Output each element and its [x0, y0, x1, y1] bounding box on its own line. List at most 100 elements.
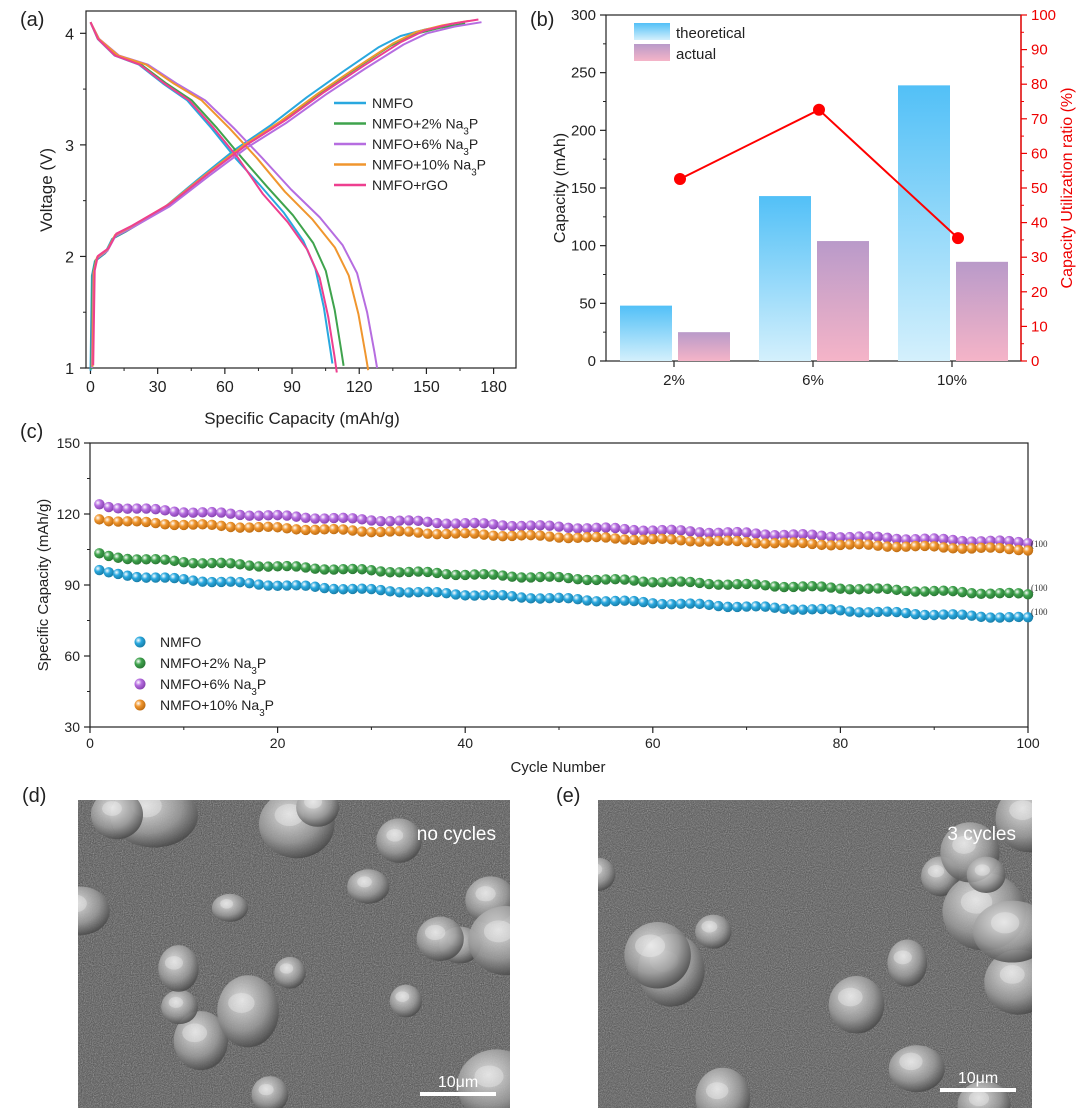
b-y2-tick-label: 40 [1031, 215, 1048, 232]
c-point-Na6 [347, 513, 358, 524]
c-point-Na10 [309, 524, 321, 536]
panel-b-label: (b) [530, 9, 554, 31]
c-end-label: (100 [1031, 539, 1048, 549]
c-point-NMFO [732, 601, 743, 613]
sem-particle-highlight [952, 836, 976, 854]
sem-particle-highlight [220, 898, 234, 909]
c-point-NMFO [807, 604, 818, 615]
sem-particle [158, 945, 199, 992]
c-point-Na6 [366, 515, 377, 526]
legend-label-theoretical: theoretical [676, 25, 745, 42]
c-point-NMFO [225, 576, 236, 587]
c-point-Na6 [872, 531, 884, 543]
c-point-Na6 [103, 501, 114, 513]
panel-a-x-label: Specific Capacity (mAh/g) [204, 409, 400, 428]
c-point-Na2 [225, 558, 236, 569]
c-point-NMFO [403, 587, 415, 598]
a-x-tick-label: 150 [413, 379, 440, 396]
c-point-NMFO [985, 612, 996, 623]
c-point-NMFO [422, 586, 433, 598]
c-point-Na2 [94, 548, 105, 559]
sem-particle-highlight [78, 894, 87, 913]
c-point-Na2 [835, 583, 846, 594]
c-point-NMFO [94, 564, 105, 576]
c-point-Na2 [450, 569, 462, 581]
c-point-Na2 [187, 557, 199, 569]
c-point-NMFO [647, 598, 658, 609]
c-x-tick-label: 80 [833, 735, 849, 751]
c-point-NMFO [159, 572, 171, 583]
sem-particle-highlight [634, 934, 666, 958]
c-point-Na2 [1004, 587, 1015, 599]
c-point-Na10 [281, 523, 293, 534]
c-y-tick-label: 120 [57, 506, 81, 522]
b-bar-theoretical [759, 196, 811, 361]
c-point-Na2 [206, 557, 218, 569]
c-point-Na2 [141, 554, 152, 565]
sem-particle-highlight [1009, 800, 1032, 821]
c-point-Na6 [619, 523, 630, 535]
a-y-tick-label: 1 [65, 361, 74, 378]
c-point-Na2 [778, 581, 790, 593]
c-point-Na6 [253, 510, 265, 521]
c-point-Na6 [272, 509, 283, 521]
c-point-NMFO [619, 595, 630, 606]
c-point-Na6 [891, 533, 902, 545]
c-point-NMFO [966, 610, 977, 621]
panel-b-chart: 0 50 100 150 200 250 300 0 10 20 30 40 50 60 70 80 90 100… [552, 7, 1076, 389]
c-point-NMFO [563, 592, 574, 604]
c-point-Na10 [384, 526, 396, 537]
c-point-Na6 [319, 513, 330, 524]
c-point-Na10 [703, 536, 715, 547]
c-point-Na10 [975, 542, 987, 554]
sem-particle-highlight [999, 965, 1025, 984]
c-point-Na10 [375, 526, 386, 538]
sem-particle-highlight [357, 876, 372, 888]
c-legend-label: NMFO+2% Na3P [160, 655, 266, 677]
c-y-tick-label: 90 [64, 577, 80, 593]
c-point-Na6 [469, 517, 480, 529]
c-point-Na10 [506, 530, 518, 542]
c-point-Na2 [947, 585, 959, 597]
c-point-NMFO [572, 593, 583, 605]
panel-e-label: (e) [556, 785, 580, 807]
c-point-Na6 [356, 514, 368, 525]
sem-particle-highlight [424, 924, 446, 941]
c-point-NMFO [431, 587, 443, 598]
c-point-Na10 [234, 522, 246, 533]
legend-label-actual: actual [676, 46, 716, 63]
c-point-Na2 [863, 583, 874, 594]
c-point-NMFO [994, 612, 1006, 623]
c-point-Na2 [272, 561, 283, 572]
c-point-Na10 [872, 540, 884, 551]
c-point-Na10 [722, 535, 734, 546]
c-point-Na2 [713, 579, 724, 590]
c-point-Na10 [197, 519, 208, 530]
c-point-Na10 [413, 527, 424, 538]
c-point-Na2 [169, 555, 180, 567]
sem-particle-highlight [164, 956, 183, 970]
sem-particle-highlight [483, 920, 510, 943]
c-point-NMFO [835, 605, 846, 616]
c-point-Na2 [478, 569, 490, 580]
c-point-Na10 [563, 532, 574, 544]
c-point-NMFO [797, 604, 809, 615]
c-point-Na2 [872, 583, 884, 594]
c-point-Na10 [675, 535, 687, 546]
a-charge-curve-rGO [92, 18, 479, 366]
c-point-Na2 [535, 571, 546, 583]
c-point-Na6 [431, 517, 443, 529]
c-point-Na2 [553, 571, 565, 583]
c-point-NMFO [919, 609, 931, 621]
c-point-Na2 [994, 588, 1006, 599]
c-point-Na10 [244, 522, 255, 533]
c-legend-marker [134, 699, 146, 711]
c-point-Na2 [628, 575, 640, 586]
c-point-Na6 [572, 523, 583, 534]
c-point-Na2 [703, 578, 715, 590]
c-point-NMFO [882, 606, 893, 617]
c-point-Na10 [694, 536, 705, 547]
sem-particle [90, 800, 144, 840]
panel-a-chart: 0 30 60 90 120 150 180 1 2 3 4 Specific Capacity (… [37, 10, 517, 428]
sem-particle [274, 956, 306, 989]
